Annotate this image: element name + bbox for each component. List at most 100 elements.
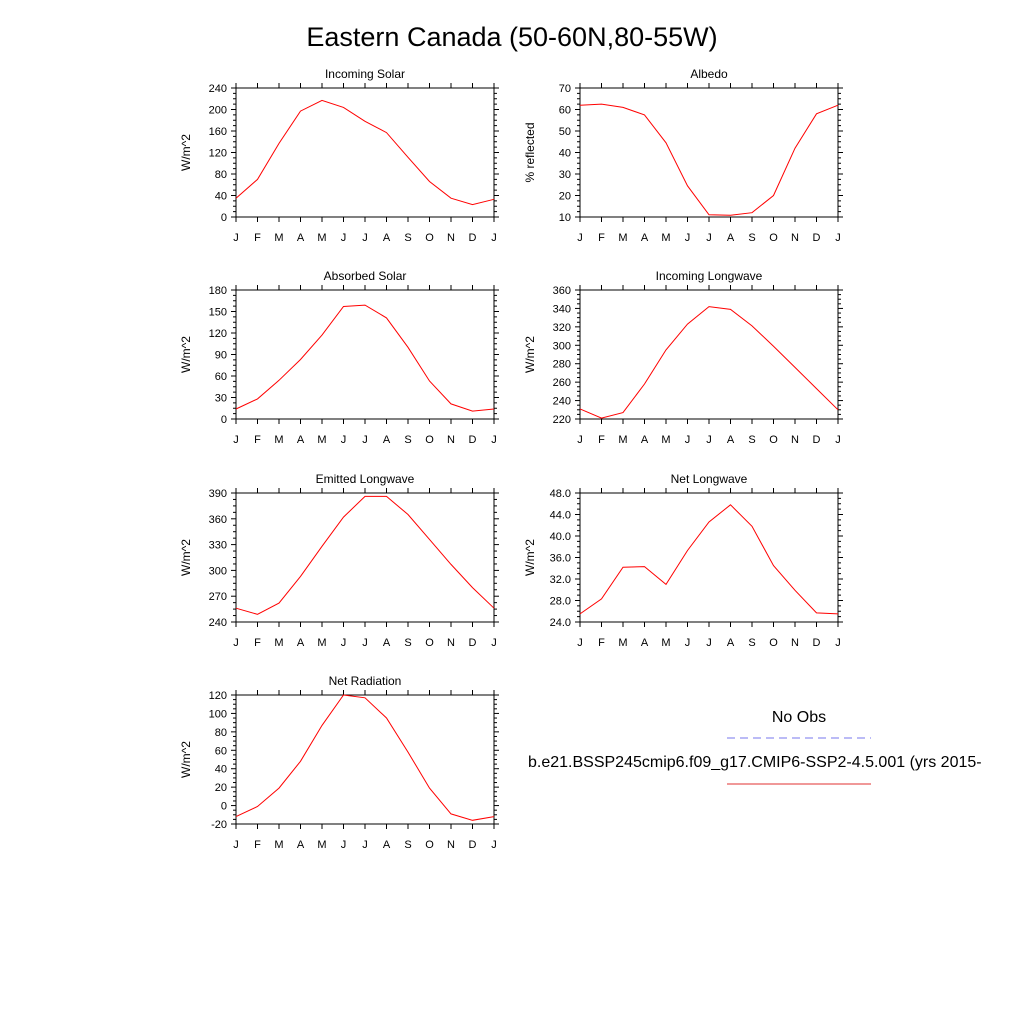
absorbed-solar-plot-frame bbox=[235, 289, 495, 420]
absorbed-solar-xtick-label: A bbox=[297, 434, 305, 446]
albedo-series-line bbox=[579, 103, 839, 216]
incoming-longwave-ytick-label: 240 bbox=[553, 396, 571, 408]
absorbed-solar-xtick-label: J bbox=[491, 434, 497, 446]
net-longwave-xtick-label: S bbox=[748, 637, 755, 649]
albedo-xtick-label: N bbox=[791, 232, 799, 244]
absorbed-solar-ytick-label: 120 bbox=[209, 328, 227, 340]
absorbed-solar-xtick-label: S bbox=[404, 434, 411, 446]
albedo-ytick-label: 30 bbox=[559, 169, 571, 181]
incoming-solar-series-line bbox=[235, 99, 495, 206]
incoming-longwave-ytick-label: 280 bbox=[553, 359, 571, 371]
net-longwave-xtick-label: A bbox=[727, 637, 735, 649]
net-radiation-title: Net Radiation bbox=[329, 674, 402, 688]
absorbed-solar-ylabel: W/m^2 bbox=[179, 336, 193, 373]
incoming-longwave-ytick-label: 340 bbox=[553, 303, 571, 315]
net-longwave-xtick-label: M bbox=[661, 637, 670, 649]
absorbed-solar-xtick-label: M bbox=[274, 434, 283, 446]
emitted-longwave-xtick-label: J bbox=[491, 637, 497, 649]
net-radiation-xtick-label: S bbox=[404, 839, 411, 851]
emitted-longwave-ytick-label: 360 bbox=[209, 514, 227, 526]
incoming-solar-ylabel: W/m^2 bbox=[179, 134, 193, 171]
absorbed-solar-xtick-label: J bbox=[233, 434, 239, 446]
incoming-solar-xtick-label: J bbox=[341, 232, 347, 244]
incoming-solar-xtick-label: A bbox=[297, 232, 305, 244]
net-longwave-xtick-label: J bbox=[706, 637, 712, 649]
emitted-longwave-ytick-label: 240 bbox=[209, 617, 227, 629]
emitted-longwave-xtick-label: J bbox=[341, 637, 347, 649]
legend-model-label: b.e21.BSSP245cmip6.f09_g17.CMIP6-SSP2-4.… bbox=[528, 754, 982, 771]
emitted-longwave-xtick-label: J bbox=[362, 637, 368, 649]
net-longwave-series-line bbox=[579, 504, 839, 615]
incoming-longwave-ytick-label: 360 bbox=[553, 285, 571, 297]
net-radiation-xtick-label: A bbox=[297, 839, 305, 851]
panel-net-longwave: Net Longwave W/m^2 24.0 28.0 32.0 36.0 40.0 44.… bbox=[523, 472, 843, 649]
albedo-ytick-label: 70 bbox=[559, 83, 571, 95]
net-radiation-ytick-label: 120 bbox=[209, 690, 227, 702]
net-longwave-ytick-label: 36.0 bbox=[550, 553, 571, 565]
net-longwave-ytick-label: 24.0 bbox=[550, 617, 571, 629]
net-radiation-series-line bbox=[235, 694, 495, 821]
incoming-longwave-ylabel: W/m^2 bbox=[523, 336, 537, 373]
emitted-longwave-xtick-label: N bbox=[447, 637, 455, 649]
net-radiation-xtick-label: J bbox=[341, 839, 347, 851]
absorbed-solar-xtick-label: O bbox=[425, 434, 434, 446]
incoming-solar-xtick-label: F bbox=[254, 232, 261, 244]
net-longwave-xtick-label: J bbox=[685, 637, 691, 649]
incoming-longwave-xtick-label: O bbox=[769, 434, 778, 446]
incoming-solar-xtick-label: M bbox=[274, 232, 283, 244]
emitted-longwave-series-line bbox=[235, 495, 495, 615]
incoming-solar-xtick-label: S bbox=[404, 232, 411, 244]
absorbed-solar-series-line bbox=[235, 304, 495, 412]
emitted-longwave-xtick-label: J bbox=[233, 637, 239, 649]
albedo-xtick-label: A bbox=[727, 232, 735, 244]
incoming-longwave-plot-frame bbox=[579, 289, 839, 420]
incoming-solar-title: Incoming Solar bbox=[325, 67, 405, 81]
net-longwave-ytick-label: 28.0 bbox=[550, 596, 571, 608]
incoming-solar-plot-frame bbox=[235, 87, 495, 218]
albedo-xtick-label: S bbox=[748, 232, 755, 244]
panel-incoming-longwave: Incoming Longwave W/m^2 220 240 260 280 300 320… bbox=[523, 269, 843, 446]
incoming-solar-ytick-label: 0 bbox=[221, 212, 227, 224]
incoming-solar-xtick-label: J bbox=[233, 232, 239, 244]
incoming-solar-xtick-label: J bbox=[362, 232, 368, 244]
incoming-longwave-xtick-label: J bbox=[577, 434, 583, 446]
incoming-solar-xtick-label: D bbox=[469, 232, 477, 244]
net-longwave-xtick-label: J bbox=[835, 637, 841, 649]
net-longwave-xtick-label: F bbox=[598, 637, 605, 649]
albedo-xtick-label: F bbox=[598, 232, 605, 244]
incoming-solar-ytick-label: 40 bbox=[215, 191, 227, 203]
incoming-longwave-series-line bbox=[579, 306, 839, 419]
absorbed-solar-ytick-label: 180 bbox=[209, 285, 227, 297]
net-radiation-xtick-label: A bbox=[383, 839, 391, 851]
albedo-ytick-label: 50 bbox=[559, 126, 571, 138]
albedo-xtick-label: J bbox=[577, 232, 583, 244]
albedo-xtick-label: M bbox=[661, 232, 670, 244]
incoming-longwave-title: Incoming Longwave bbox=[656, 269, 763, 283]
absorbed-solar-xtick-label: A bbox=[383, 434, 391, 446]
figure-title: Eastern Canada (50-60N,80-55W) bbox=[306, 22, 717, 52]
albedo-xtick-label: A bbox=[641, 232, 649, 244]
incoming-longwave-xtick-label: A bbox=[641, 434, 649, 446]
net-radiation-ytick-label: 60 bbox=[215, 745, 227, 757]
emitted-longwave-xtick-label: M bbox=[317, 637, 326, 649]
net-radiation-plot-frame bbox=[235, 694, 495, 825]
net-radiation-ytick-label: -20 bbox=[211, 819, 227, 831]
absorbed-solar-xtick-label: M bbox=[317, 434, 326, 446]
net-radiation-xtick-label: F bbox=[254, 839, 261, 851]
albedo-ylabel: % reflected bbox=[523, 122, 537, 182]
emitted-longwave-title: Emitted Longwave bbox=[316, 472, 415, 486]
incoming-solar-ytick-label: 200 bbox=[209, 105, 227, 117]
absorbed-solar-ytick-label: 150 bbox=[209, 307, 227, 319]
albedo-xtick-label: J bbox=[706, 232, 712, 244]
emitted-longwave-ytick-label: 270 bbox=[209, 591, 227, 603]
emitted-longwave-ylabel: W/m^2 bbox=[179, 539, 193, 576]
incoming-solar-xtick-label: M bbox=[317, 232, 326, 244]
emitted-longwave-xtick-label: S bbox=[404, 637, 411, 649]
incoming-solar-ytick-label: 120 bbox=[209, 148, 227, 160]
incoming-longwave-ytick-label: 260 bbox=[553, 377, 571, 389]
incoming-solar-xtick-label: O bbox=[425, 232, 434, 244]
absorbed-solar-title: Absorbed Solar bbox=[324, 269, 407, 283]
